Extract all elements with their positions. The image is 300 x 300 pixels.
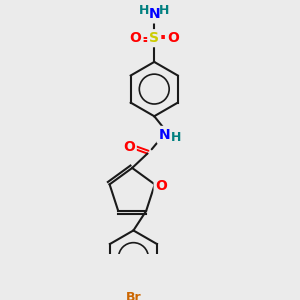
Text: N: N (148, 8, 160, 21)
Text: O: O (123, 140, 135, 154)
Text: N: N (159, 128, 170, 142)
Text: O: O (167, 31, 179, 45)
Text: Br: Br (126, 291, 141, 300)
Text: O: O (130, 31, 142, 45)
Text: H: H (159, 4, 170, 17)
Text: O: O (156, 179, 167, 193)
Text: H: H (139, 4, 149, 17)
Text: S: S (149, 31, 159, 45)
Text: H: H (171, 131, 181, 144)
